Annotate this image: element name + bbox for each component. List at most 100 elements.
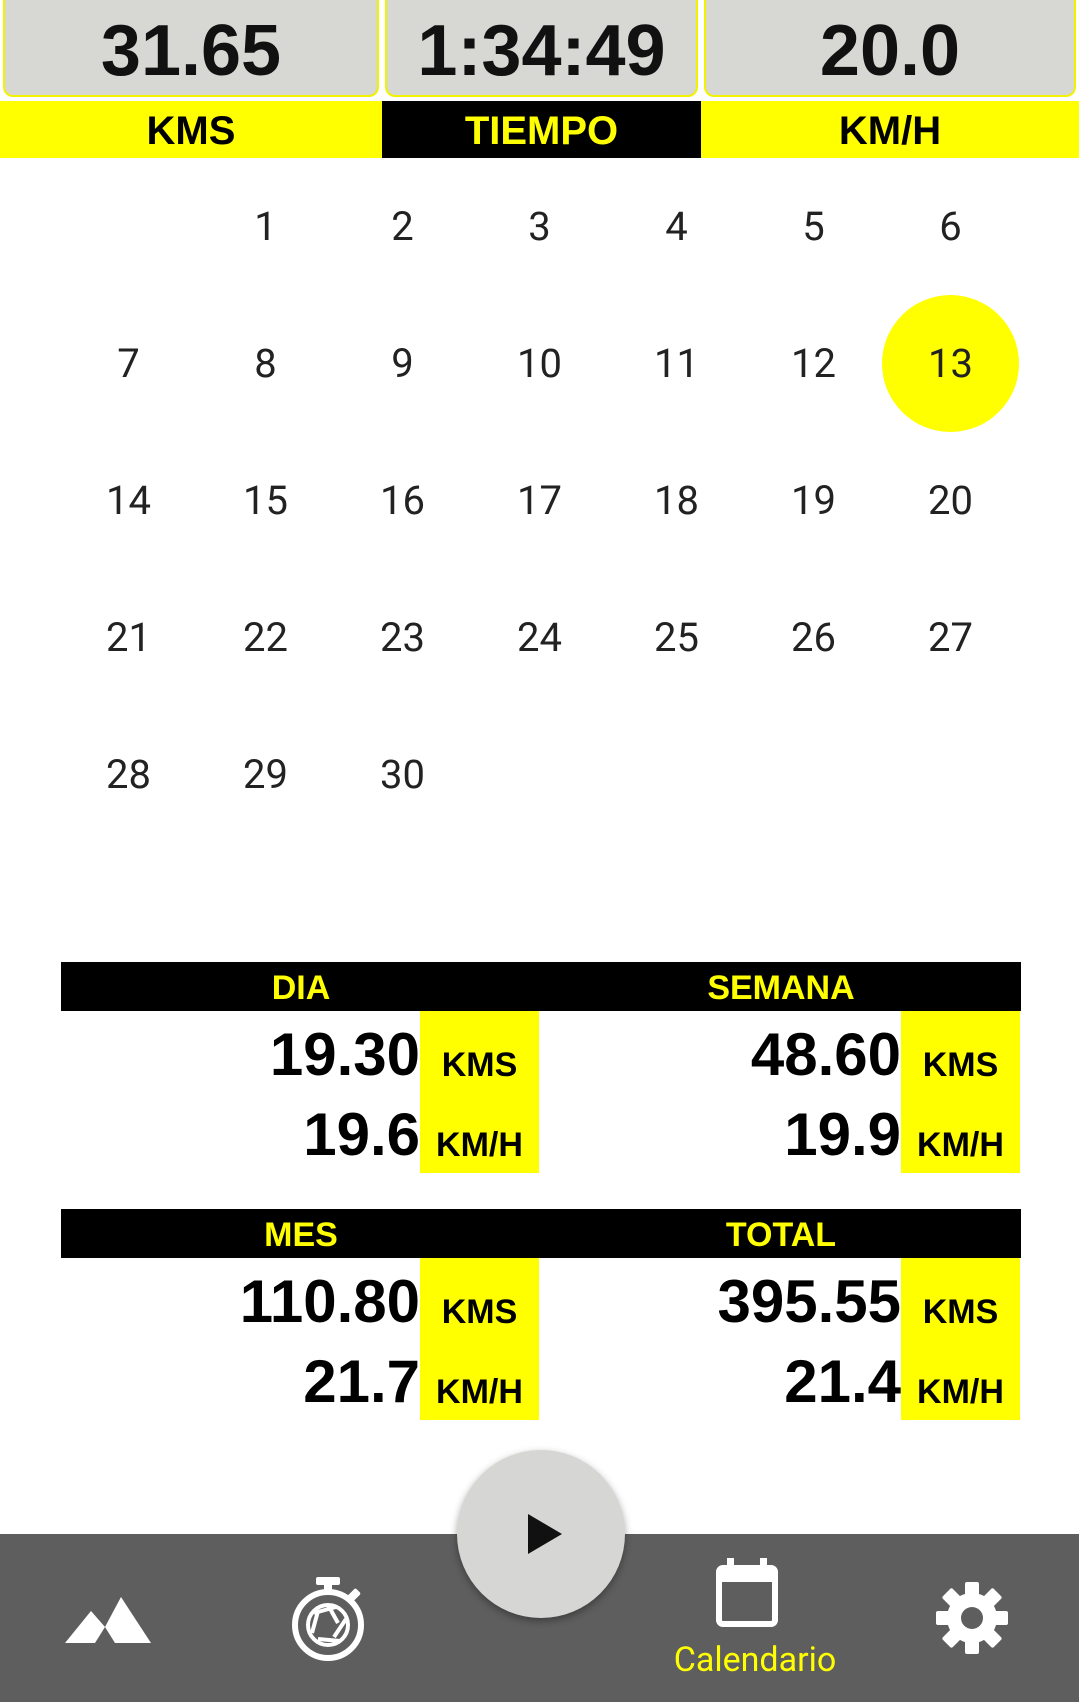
calendar-day-label: 20 bbox=[928, 477, 973, 524]
nav-routes[interactable] bbox=[48, 1534, 168, 1702]
calendar-day-26[interactable]: 26 bbox=[745, 569, 882, 706]
stats-header: DIA SEMANA bbox=[61, 962, 1021, 1011]
calendar-day-5[interactable]: 5 bbox=[745, 158, 882, 295]
calendar-week-row: 1 2 3 4 5 6 bbox=[60, 158, 1020, 295]
mes-speed-value: 21.7 bbox=[303, 1348, 420, 1415]
calendar-day-30[interactable]: 30 bbox=[334, 706, 471, 843]
calendar-day-18[interactable]: 18 bbox=[608, 432, 745, 569]
stats-title-total: TOTAL bbox=[725, 1216, 837, 1254]
calendar-day-14[interactable]: 14 bbox=[60, 432, 197, 569]
stats-title-dia: DIA bbox=[271, 969, 331, 1007]
play-button[interactable] bbox=[457, 1450, 625, 1618]
gear-icon bbox=[936, 1582, 1008, 1654]
calendar-day-4[interactable]: 4 bbox=[608, 158, 745, 295]
calendar-day-6[interactable]: 6 bbox=[882, 158, 1019, 295]
calendar-day-13[interactable]: 13 bbox=[882, 295, 1019, 432]
unit-column bbox=[901, 1258, 1020, 1420]
calendar-day-11[interactable]: 11 bbox=[608, 295, 745, 432]
dia-kms-value: 19.30 bbox=[269, 1021, 420, 1088]
calendar-empty-cell bbox=[60, 158, 197, 295]
calendar-icon bbox=[716, 1558, 778, 1627]
metrics-header: 31.65 KMS 1:34:49 TIEMPO 20.0 KM/H bbox=[0, 0, 1079, 158]
calendar-day-21[interactable]: 21 bbox=[60, 569, 197, 706]
stats-title-mes: MES bbox=[264, 1216, 338, 1254]
calendar-day-2[interactable]: 2 bbox=[334, 158, 471, 295]
calendar-empty-cell bbox=[608, 706, 745, 843]
calendar-week-row: 14 15 16 17 18 19 20 bbox=[60, 432, 1020, 569]
distance-value: 31.65 bbox=[3, 0, 379, 97]
calendar-day-label: 1 bbox=[254, 203, 277, 250]
stats-day-week: DIA SEMANA 19.30 KMS 19.6 KM/H 48.60 KMS… bbox=[61, 962, 1021, 1173]
speed-metric: 20.0 KM/H bbox=[701, 0, 1079, 158]
calendar-day-10[interactable]: 10 bbox=[471, 295, 608, 432]
calendar-day-1[interactable]: 1 bbox=[197, 158, 334, 295]
calendar-week-row: 7 8 9 10 11 12 13 bbox=[60, 295, 1020, 432]
nav-stopwatch[interactable] bbox=[268, 1534, 388, 1702]
dia-speed-value: 19.6 bbox=[303, 1101, 420, 1168]
calendar-day-23[interactable]: 23 bbox=[334, 569, 471, 706]
calendar-day-29[interactable]: 29 bbox=[197, 706, 334, 843]
stats-header: MES TOTAL bbox=[61, 1209, 1021, 1258]
nav-calendar-label: Calendario bbox=[673, 1640, 837, 1680]
play-icon bbox=[528, 1514, 562, 1554]
dia-speed-unit: KM/H bbox=[436, 1126, 523, 1164]
nav-calendar[interactable]: Calendario bbox=[645, 1534, 865, 1702]
calendar-day-24[interactable]: 24 bbox=[471, 569, 608, 706]
calendar-day-label: 6 bbox=[939, 203, 962, 250]
calendar-day-label: 26 bbox=[791, 614, 836, 661]
calendar-empty-cell bbox=[471, 706, 608, 843]
calendar-day-label: 11 bbox=[654, 340, 699, 387]
calendar-day-label: 25 bbox=[654, 614, 699, 661]
calendar-day-22[interactable]: 22 bbox=[197, 569, 334, 706]
calendar-day-27[interactable]: 27 bbox=[882, 569, 1019, 706]
calendar-day-label: 24 bbox=[517, 614, 562, 661]
calendar-day-label: 30 bbox=[380, 751, 425, 798]
mes-kms-value: 110.80 bbox=[239, 1268, 420, 1335]
calendar-day-label: 15 bbox=[243, 477, 288, 524]
stopwatch-icon bbox=[292, 1577, 364, 1661]
calendar-day-label: 23 bbox=[380, 614, 425, 661]
calendar-empty-cell bbox=[882, 706, 1019, 843]
calendar-day-20[interactable]: 20 bbox=[882, 432, 1019, 569]
calendar-day-25[interactable]: 25 bbox=[608, 569, 745, 706]
calendar-day-15[interactable]: 15 bbox=[197, 432, 334, 569]
calendar-day-label: 19 bbox=[791, 477, 836, 524]
mes-speed-unit: KM/H bbox=[436, 1373, 523, 1411]
calendar-day-9[interactable]: 9 bbox=[334, 295, 471, 432]
calendar-week-row: 28 29 30 bbox=[60, 706, 1020, 843]
total-kms-unit: KMS bbox=[922, 1293, 999, 1331]
semana-kms-unit: KMS bbox=[922, 1046, 999, 1084]
semana-speed-unit: KM/H bbox=[917, 1126, 1004, 1164]
dia-kms-unit: KMS bbox=[441, 1046, 518, 1084]
calendar-day-label: 13 bbox=[928, 340, 973, 387]
distance-metric: 31.65 KMS bbox=[0, 0, 382, 158]
calendar-day-12[interactable]: 12 bbox=[745, 295, 882, 432]
calendar-day-8[interactable]: 8 bbox=[197, 295, 334, 432]
calendar-day-16[interactable]: 16 bbox=[334, 432, 471, 569]
speed-label: KM/H bbox=[701, 101, 1079, 158]
calendar-day-label: 14 bbox=[106, 477, 151, 524]
calendar-day-28[interactable]: 28 bbox=[60, 706, 197, 843]
stats-month-total: MES TOTAL 110.80 KMS 21.7 KM/H 395.55 KM… bbox=[61, 1209, 1021, 1420]
semana-speed-value: 19.9 bbox=[784, 1101, 901, 1168]
calendar-day-label: 17 bbox=[517, 477, 562, 524]
calendar-day-label: 2 bbox=[391, 203, 414, 250]
time-metric: 1:34:49 TIEMPO bbox=[382, 0, 701, 158]
calendar-empty-cell bbox=[745, 706, 882, 843]
calendar-day-7[interactable]: 7 bbox=[60, 295, 197, 432]
calendar-day-label: 18 bbox=[654, 477, 699, 524]
calendar-day-19[interactable]: 19 bbox=[745, 432, 882, 569]
calendar-day-label: 9 bbox=[391, 340, 414, 387]
semana-kms-value: 48.60 bbox=[750, 1021, 901, 1088]
nav-settings[interactable] bbox=[912, 1534, 1032, 1702]
total-speed-value: 21.4 bbox=[784, 1348, 901, 1415]
calendar-day-17[interactable]: 17 bbox=[471, 432, 608, 569]
calendar-day-3[interactable]: 3 bbox=[471, 158, 608, 295]
calendar-grid: 1 2 3 4 5 6 7 8 9 10 11 12 13 14 15 16 17 18 19 20 21 22 23 24 2… bbox=[60, 158, 1020, 843]
calendar-day-label: 28 bbox=[106, 751, 151, 798]
mes-kms-unit: KMS bbox=[441, 1293, 518, 1331]
calendar-day-label: 27 bbox=[928, 614, 973, 661]
calendar-day-label: 10 bbox=[517, 340, 562, 387]
calendar-day-label: 7 bbox=[117, 340, 140, 387]
calendar-day-label: 3 bbox=[528, 203, 551, 250]
